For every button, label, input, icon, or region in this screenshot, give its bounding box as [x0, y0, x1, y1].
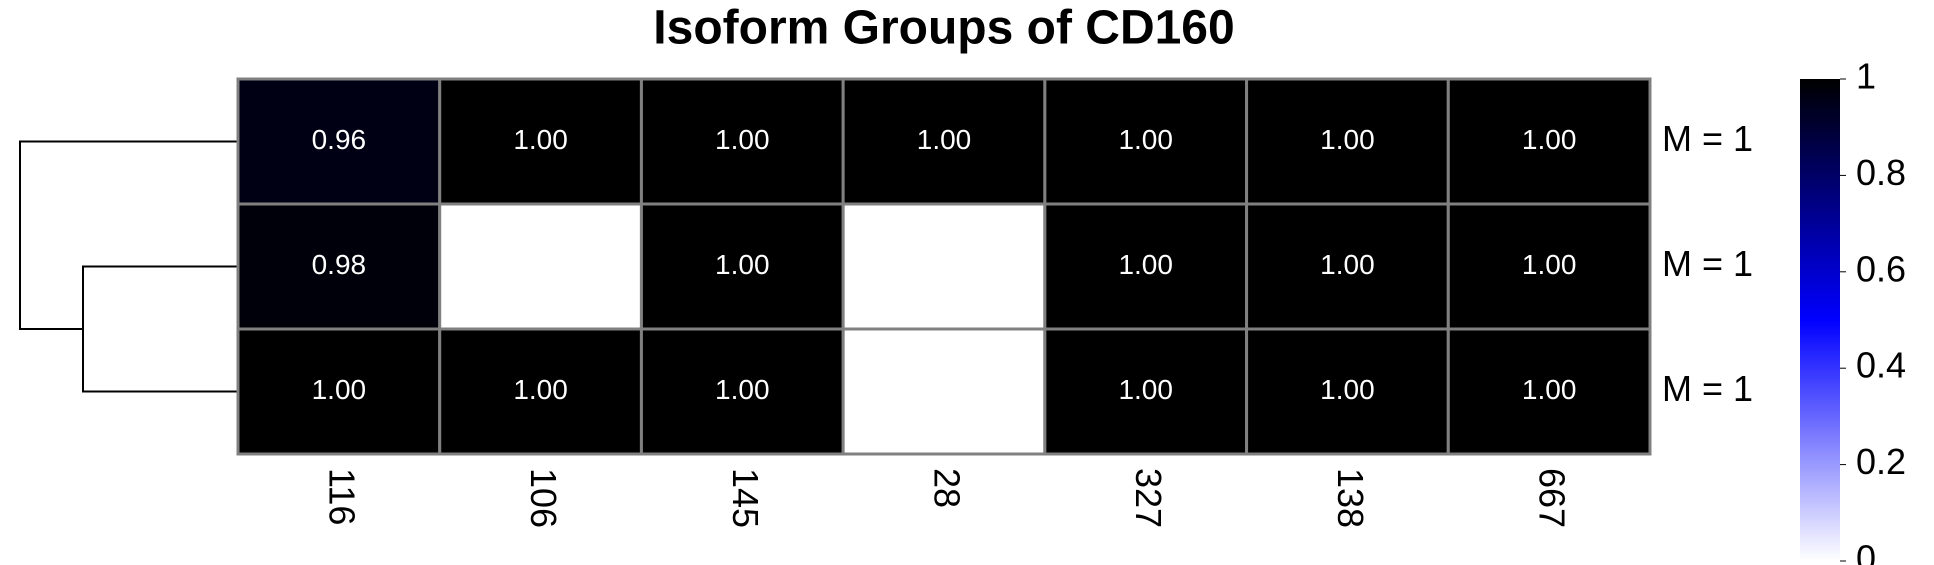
cell — [639, 77, 845, 206]
cell-label: 1.00 — [1320, 249, 1375, 280]
dendrogram-branch — [82, 265, 238, 393]
cell-label: 0.98 — [312, 249, 367, 280]
cell-label: 1.00 — [715, 249, 770, 280]
row-label: M = 1 — [1662, 243, 1753, 284]
cell — [1245, 77, 1450, 206]
cell-label: 1.00 — [1118, 374, 1173, 405]
colorbar-tick-label: 0 — [1856, 538, 1876, 565]
cell-label: 1.00 — [513, 124, 568, 155]
cell-label: 1.00 — [917, 124, 972, 155]
cell — [438, 77, 643, 206]
cell — [236, 202, 442, 331]
x-tick-label: 28 — [926, 468, 967, 508]
cell — [1043, 327, 1249, 456]
cell-label: 1.00 — [312, 374, 367, 405]
x-tick-label: 116 — [321, 468, 362, 525]
cell-label: 1.00 — [513, 374, 568, 405]
cell-label: 1.00 — [1118, 124, 1173, 155]
colorbar-tick-label: 0.2 — [1856, 441, 1906, 482]
cell — [1043, 202, 1249, 331]
empty-cell — [438, 202, 643, 331]
cell — [236, 77, 442, 206]
x-tick-label: 106 — [523, 468, 564, 528]
empty-cell — [841, 327, 1047, 456]
cell-label: 1.00 — [1320, 374, 1375, 405]
cell-label: 0.96 — [312, 124, 367, 155]
colorbar — [1800, 79, 1840, 561]
colorbar-tick-label: 0.6 — [1856, 248, 1906, 289]
x-tick-label: 138 — [1330, 468, 1371, 528]
chart-title: Isoform Groups of CD160 — [653, 2, 1234, 55]
cell-label: 1.00 — [1522, 374, 1577, 405]
colorbar-tick-label: 1 — [1856, 56, 1876, 97]
dendrogram-branch — [19, 140, 238, 330]
x-tick-label: 327 — [1128, 468, 1169, 528]
row-label: M = 1 — [1662, 368, 1753, 409]
cell — [1446, 202, 1652, 331]
cell-label: 1.00 — [1118, 249, 1173, 280]
cell-label: 1.00 — [1522, 124, 1577, 155]
cell-label: 1.00 — [1320, 124, 1375, 155]
cell-label: 1.00 — [715, 124, 770, 155]
cell — [236, 327, 442, 456]
cell — [1245, 327, 1450, 456]
x-tick-label: 667 — [1532, 468, 1573, 528]
x-tick-label: 145 — [725, 468, 766, 528]
colorbar-tick-label: 0.8 — [1856, 152, 1906, 193]
dendrogram — [19, 140, 238, 393]
cell — [438, 327, 643, 456]
cell-label: 1.00 — [715, 374, 770, 405]
cell — [1446, 327, 1652, 456]
colorbar-tick-label: 0.4 — [1856, 345, 1906, 386]
empty-cell — [841, 202, 1047, 331]
cell-label: 1.00 — [1522, 249, 1577, 280]
row-label: M = 1 — [1662, 118, 1753, 159]
